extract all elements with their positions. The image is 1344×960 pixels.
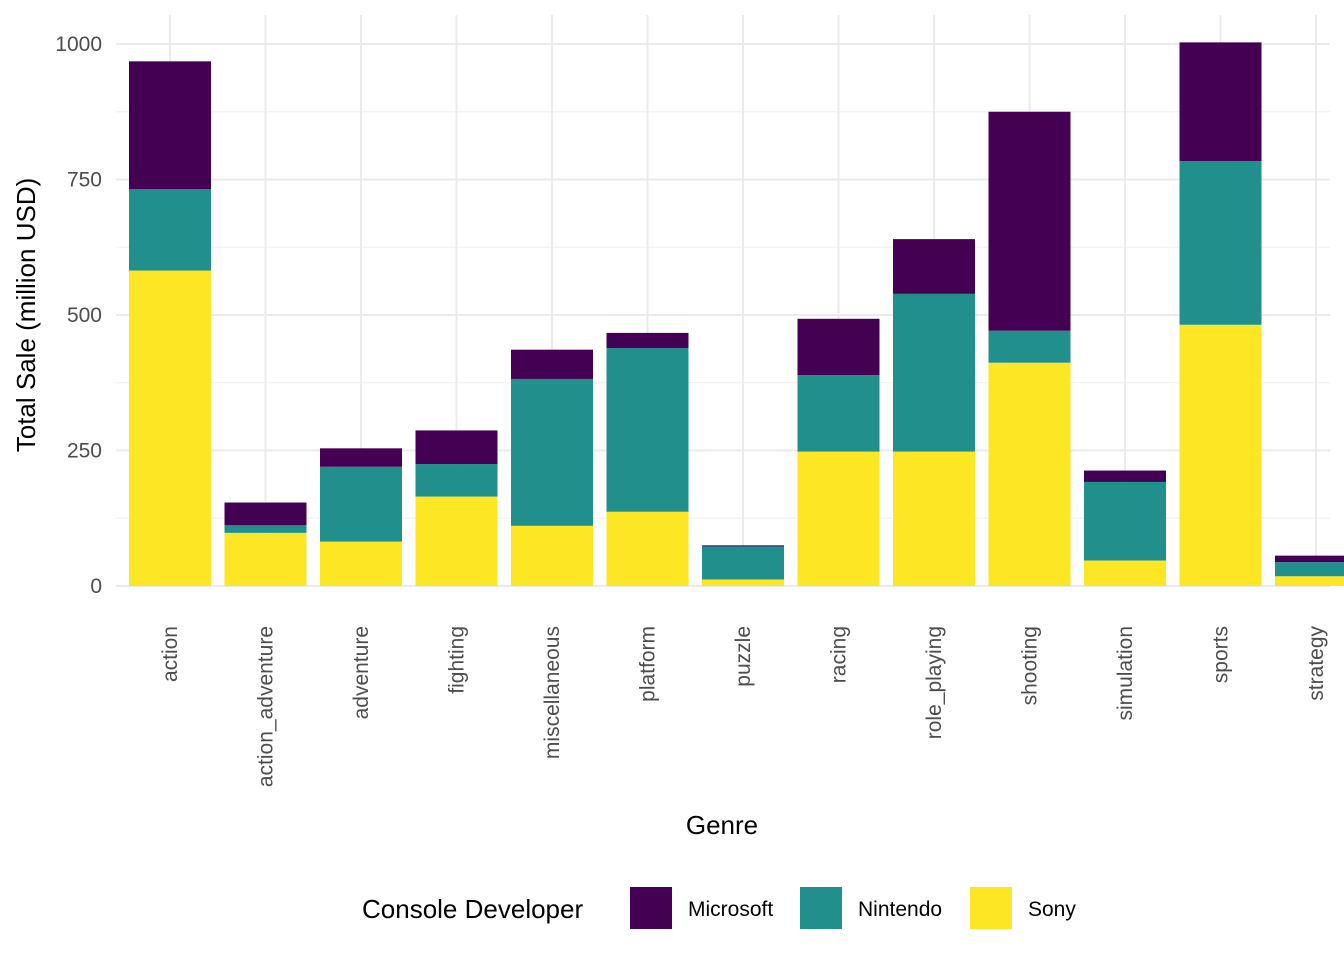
x-tick-label: fighting [446, 626, 469, 694]
x-tick-label: miscellaneous [541, 626, 564, 759]
x-tick-label: action_adventure [255, 626, 278, 787]
legend-key-sony [970, 887, 1012, 929]
bar-segment-nintendo-racing [797, 375, 880, 452]
bar-segment-nintendo-shooting [988, 330, 1071, 363]
y-axis-ticks: 0 250 500 750 1000 [55, 33, 102, 598]
legend: Console Developer Microsoft Nintendo Sony [362, 887, 1076, 929]
bar-segment-nintendo-action_adventure [224, 525, 307, 533]
bar-segment-microsoft-adventure [320, 448, 402, 467]
x-tick-label: strategy [1305, 626, 1328, 701]
legend-label-sony: Sony [1028, 898, 1076, 921]
bar-segment-microsoft-strategy [1275, 555, 1344, 563]
bar-segment-sony-action [129, 270, 211, 586]
bar-segment-sony-racing [797, 451, 880, 586]
bar-segment-nintendo-platform [606, 348, 689, 512]
bar-segment-sony-action_adventure [224, 532, 307, 586]
bar-segment-microsoft-sports [1179, 42, 1262, 162]
legend-key-nintendo [800, 887, 842, 929]
bar-segment-sony-puzzle [702, 579, 784, 586]
bar-segment-nintendo-fighting [415, 464, 498, 497]
bar-segment-nintendo-action [129, 189, 211, 271]
bar-segment-nintendo-puzzle [702, 546, 784, 580]
x-tick-label: adventure [350, 626, 373, 719]
bar-segment-microsoft-simulation [1084, 470, 1166, 482]
bar-segment-nintendo-miscellaneous [511, 378, 593, 526]
bar-segment-sony-adventure [320, 541, 402, 586]
x-tick-label: shooting [1019, 626, 1042, 705]
y-tick-label: 1000 [55, 33, 102, 56]
bar-segment-sony-role_playing [893, 451, 975, 586]
legend-label-nintendo: Nintendo [858, 898, 942, 921]
bar-segment-sony-shooting [988, 362, 1071, 586]
bar-segment-microsoft-fighting [415, 430, 498, 465]
legend-label-microsoft: Microsoft [688, 898, 773, 921]
bar-segment-sony-miscellaneous [511, 525, 593, 586]
bar-segment-microsoft-miscellaneous [511, 349, 593, 379]
legend-key-microsoft [630, 887, 672, 929]
bar-segment-nintendo-role_playing [893, 293, 975, 452]
x-tick-label: simulation [1114, 626, 1137, 721]
y-tick-label: 250 [67, 440, 102, 463]
bar-segment-nintendo-adventure [320, 466, 402, 542]
x-axis-title: Genre [686, 810, 758, 840]
legend-title: Console Developer [362, 894, 583, 924]
x-tick-label: role_playing [923, 626, 946, 739]
bar-segment-nintendo-simulation [1084, 481, 1166, 561]
legend-items: Microsoft Nintendo Sony [630, 887, 1076, 929]
bar-segment-microsoft-platform [606, 332, 689, 349]
x-axis-ticks: action action_adventure adventure fighting m… [159, 626, 1328, 788]
y-tick-label: 750 [67, 169, 102, 192]
bar-segment-sony-fighting [415, 496, 498, 586]
bar-segment-nintendo-sports [1179, 161, 1262, 325]
bar-segment-microsoft-shooting [988, 111, 1071, 331]
x-tick-label: puzzle [732, 626, 755, 687]
bar-segment-microsoft-action [129, 61, 211, 190]
bar-segment-sony-simulation [1084, 560, 1166, 586]
bar-segment-sony-platform [606, 511, 689, 586]
bars [129, 42, 1344, 586]
bar-segment-microsoft-role_playing [893, 239, 975, 294]
x-tick-label: sports [1210, 626, 1233, 683]
bar-segment-sony-sports [1179, 324, 1262, 586]
bar-segment-microsoft-racing [797, 318, 880, 376]
bar-segment-microsoft-action_adventure [224, 502, 307, 526]
x-tick-label: action [159, 626, 182, 682]
bar-segment-microsoft-puzzle [702, 545, 784, 547]
y-tick-label: 500 [67, 304, 102, 327]
y-axis-title: Total Sale (million USD) [11, 178, 41, 453]
bar-segment-nintendo-strategy [1275, 562, 1344, 577]
y-tick-label: 0 [90, 575, 102, 598]
x-tick-label: platform [637, 626, 660, 702]
x-tick-label: racing [828, 626, 851, 683]
bar-segment-sony-strategy [1275, 576, 1344, 586]
